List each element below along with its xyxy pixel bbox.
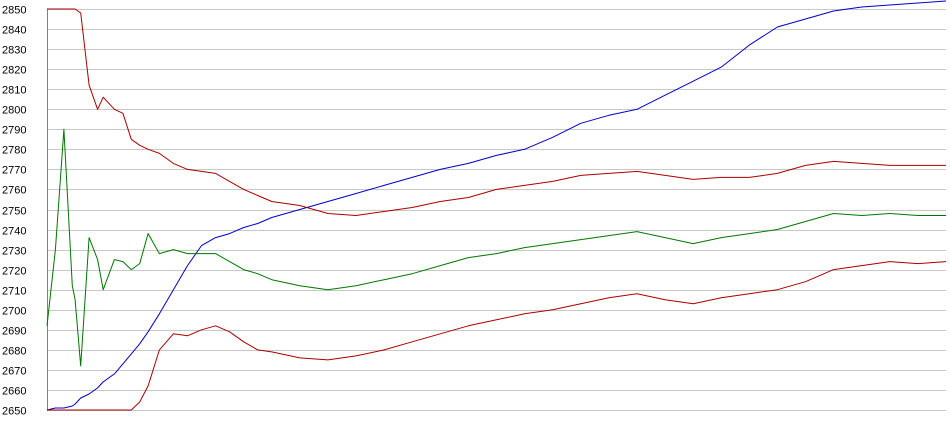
y-axis-tick-labels: 2650 2660 2670 2680 2690 2700 2710 2720 2730 2740… bbox=[2, 5, 26, 418]
y-tick-label: 2800 bbox=[2, 105, 26, 117]
y-tick-label: 2770 bbox=[2, 165, 26, 177]
y-tick-label: 2830 bbox=[2, 45, 26, 57]
series-lines bbox=[46, 0, 947, 411]
y-tick-label: 2720 bbox=[2, 266, 26, 278]
y-tick-label: 2820 bbox=[2, 65, 26, 77]
y-tick-label: 2750 bbox=[2, 206, 26, 218]
series-line-3 bbox=[46, 128, 946, 367]
y-tick-label: 2740 bbox=[2, 226, 26, 238]
y-tick-label: 2660 bbox=[2, 386, 26, 398]
y-tick-label: 2810 bbox=[2, 85, 26, 97]
y-tick-label: 2850 bbox=[2, 5, 26, 17]
y-tick-label: 2730 bbox=[2, 246, 26, 258]
series-line-2 bbox=[47, 8, 946, 216]
y-tick-label: 2650 bbox=[2, 406, 26, 418]
y-tick-label: 2710 bbox=[2, 286, 26, 298]
series-line-1 bbox=[46, 0, 947, 411]
gridlines bbox=[47, 9, 946, 411]
y-tick-label: 2700 bbox=[2, 306, 26, 318]
y-tick-label: 2760 bbox=[2, 185, 26, 197]
y-tick-label: 2840 bbox=[2, 25, 26, 37]
y-tick-label: 2680 bbox=[2, 346, 26, 358]
y-tick-label: 2780 bbox=[2, 145, 26, 157]
y-tick-label: 2790 bbox=[2, 125, 26, 137]
series-line-4 bbox=[47, 261, 947, 411]
y-tick-label: 2670 bbox=[2, 366, 26, 378]
y-tick-label: 2690 bbox=[2, 326, 26, 338]
